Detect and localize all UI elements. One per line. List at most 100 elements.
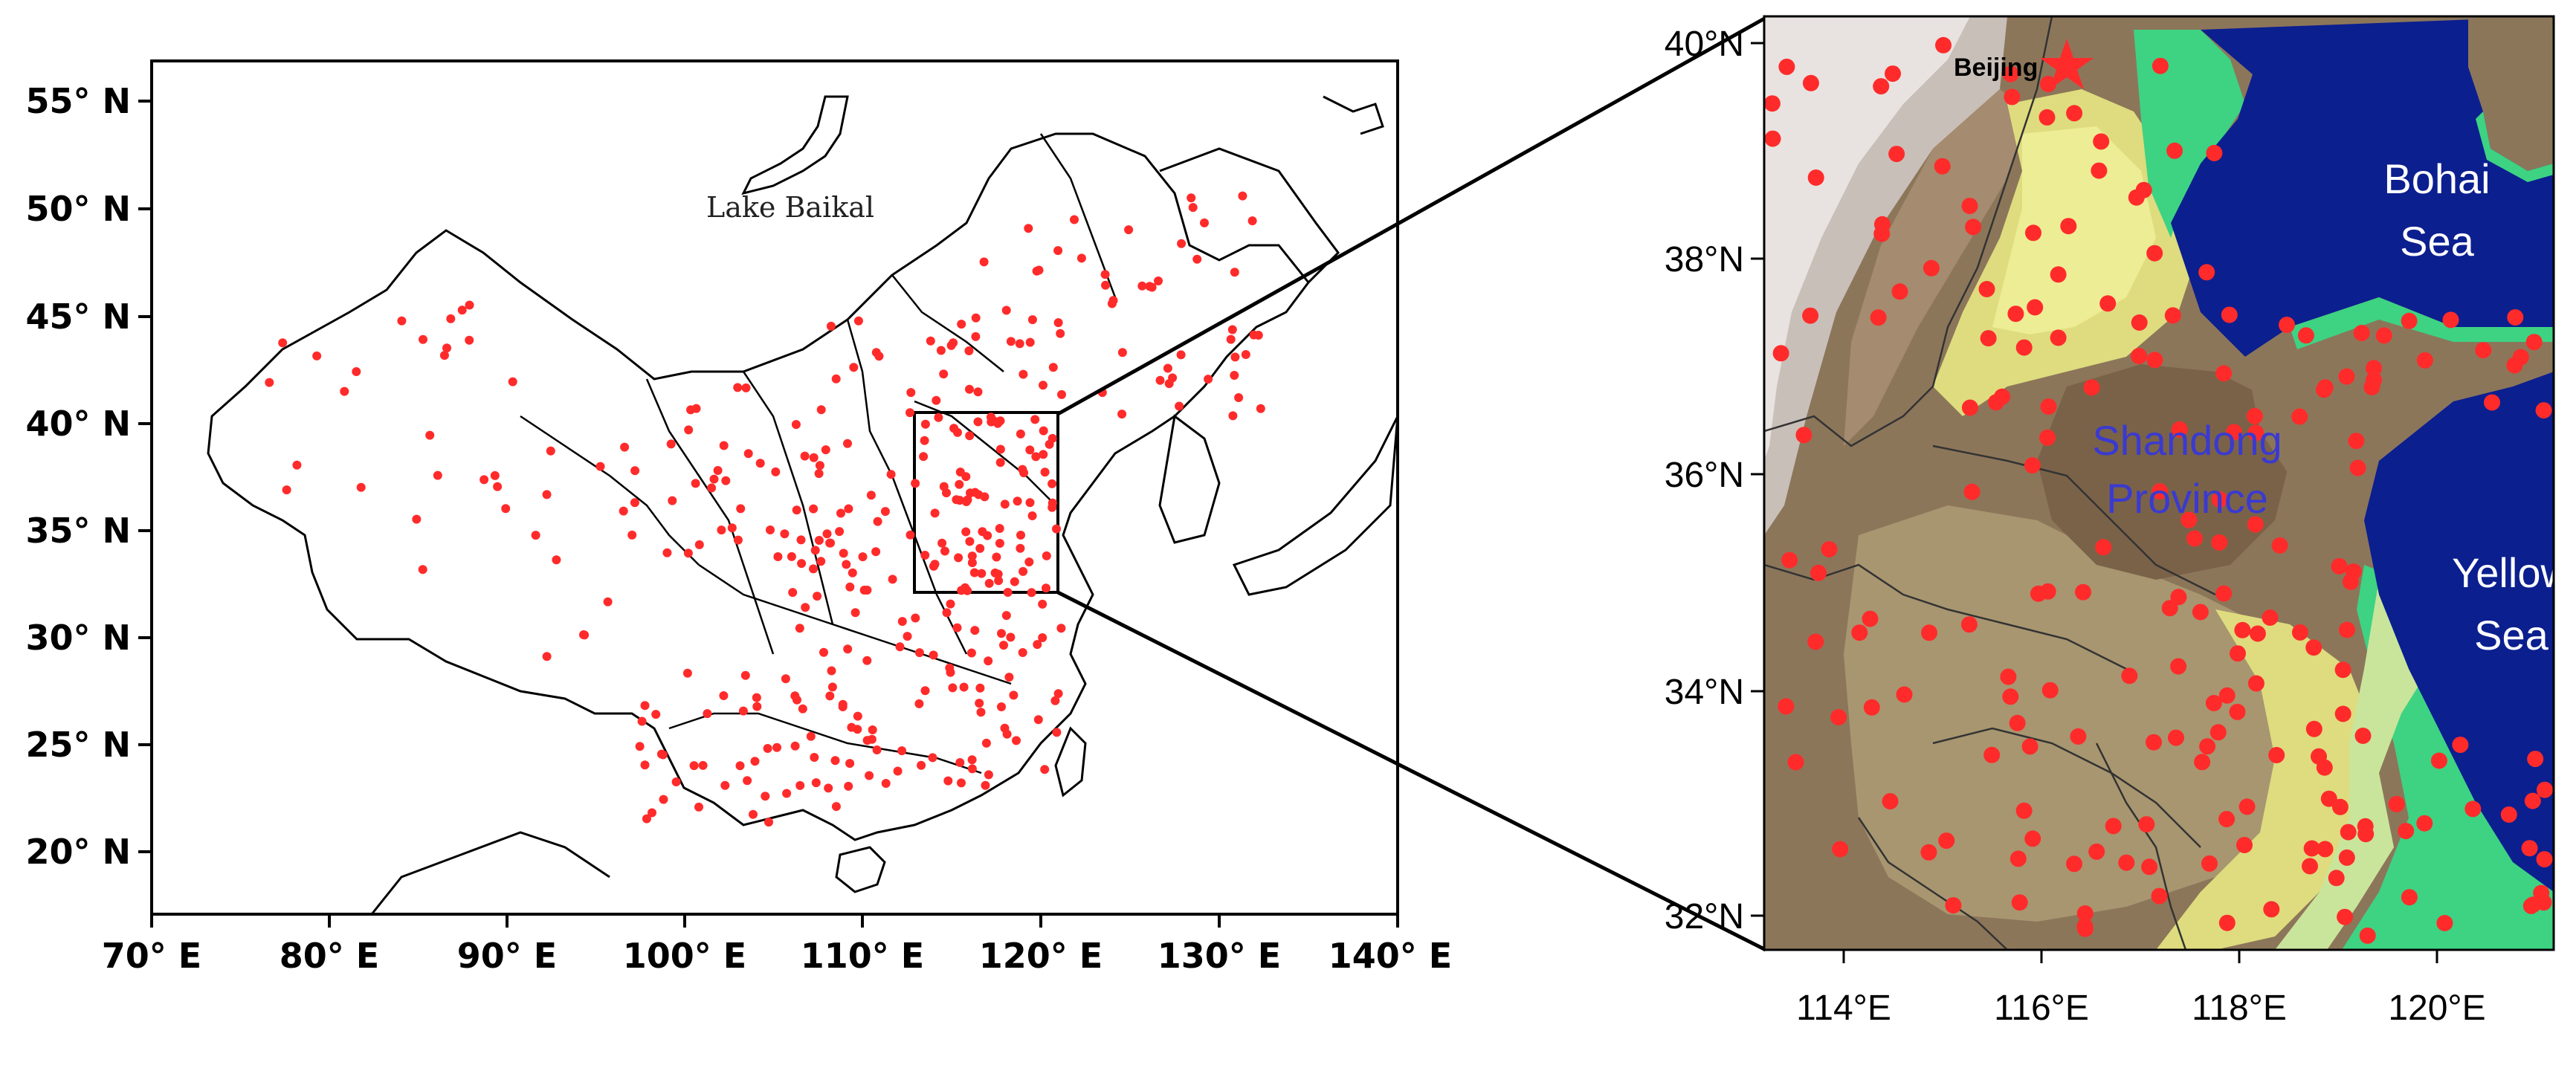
station-marker — [994, 576, 1004, 586]
station-marker — [2015, 802, 2033, 819]
station-marker — [656, 749, 666, 759]
station-marker — [1230, 352, 1240, 362]
station-marker — [795, 624, 804, 633]
station-marker — [603, 597, 613, 606]
neighbor-outline-russia — [1159, 147, 1340, 284]
liaodong-coast — [2468, 16, 2554, 171]
station-marker — [1154, 276, 1163, 285]
station-marker — [1961, 399, 1978, 416]
station-marker — [793, 695, 801, 705]
station-marker — [845, 759, 855, 769]
left-x-tick-120: 120° E — [979, 936, 1103, 976]
station-marker — [853, 316, 863, 326]
station-marker — [871, 547, 881, 557]
station-marker — [809, 504, 819, 514]
left-y-tick-30: 30° N — [25, 618, 131, 658]
station-marker — [2398, 823, 2415, 840]
station-marker — [843, 439, 852, 448]
station-marker — [1025, 498, 1035, 508]
station-marker — [929, 650, 938, 660]
station-marker — [312, 351, 322, 360]
station-marker — [1024, 224, 1033, 233]
station-marker — [2537, 781, 2553, 798]
station-marker — [709, 474, 719, 484]
station-marker — [939, 482, 949, 491]
station-marker — [1027, 315, 1037, 325]
station-marker — [265, 378, 274, 387]
station-marker — [2334, 661, 2351, 679]
station-marker — [2339, 621, 2355, 638]
station-marker — [1039, 426, 1048, 436]
station-marker — [2093, 133, 2110, 150]
station-marker — [836, 508, 845, 518]
station-marker — [981, 738, 991, 748]
station-marker — [1033, 715, 1043, 725]
lake-baikal-outline — [741, 95, 849, 195]
station-marker — [2230, 645, 2246, 662]
station-marker — [1807, 169, 1824, 186]
station-marker — [946, 599, 955, 609]
station-marker — [1177, 239, 1187, 248]
station-marker — [1896, 686, 1913, 703]
station-marker — [1795, 427, 1812, 444]
neighbor-outline-korea — [1158, 414, 1221, 544]
station-marker — [2070, 728, 2087, 745]
station-marker — [1781, 551, 1798, 569]
station-marker — [2507, 309, 2524, 326]
station-marker — [1238, 191, 1247, 201]
station-marker — [930, 508, 940, 518]
station-marker — [2279, 317, 2295, 334]
station-marker — [2262, 609, 2279, 626]
station-marker — [844, 504, 853, 514]
station-marker — [2535, 402, 2552, 419]
station-marker — [1039, 381, 1047, 390]
station-marker — [911, 479, 920, 488]
station-marker — [2464, 800, 2482, 818]
station-marker — [2536, 851, 2553, 868]
station-marker — [508, 377, 517, 386]
station-marker — [966, 648, 976, 658]
station-marker — [418, 565, 427, 575]
station-marker — [659, 795, 668, 804]
station-marker — [1965, 219, 1982, 236]
station-marker — [886, 470, 896, 479]
station-marker — [2226, 424, 2242, 441]
station-marker — [743, 449, 753, 459]
station-marker — [813, 592, 822, 601]
station-marker — [2135, 181, 2152, 198]
station-marker — [1168, 373, 1178, 383]
station-marker — [920, 436, 929, 445]
station-marker — [920, 419, 930, 429]
station-marker — [811, 778, 821, 788]
station-marker — [1016, 429, 1025, 439]
station-marker — [2194, 754, 2211, 771]
station-marker — [2305, 639, 2322, 656]
station-marker — [2340, 824, 2357, 841]
station-marker — [2088, 843, 2105, 860]
station-marker — [727, 523, 737, 533]
station-marker — [1253, 331, 1263, 340]
station-marker — [2030, 585, 2047, 602]
left-y-tick-35: 35° N — [25, 511, 131, 551]
station-marker — [880, 507, 890, 517]
station-marker — [995, 458, 1005, 467]
station-marker — [2060, 218, 2077, 235]
station-marker — [787, 551, 796, 561]
left-x-tick-140: 140° E — [1329, 936, 1452, 976]
station-marker — [2388, 795, 2405, 812]
station-marker — [937, 538, 947, 548]
station-marker — [1027, 511, 1037, 520]
station-marker — [821, 445, 830, 455]
station-marker — [750, 757, 760, 766]
station-marker — [2121, 667, 2138, 685]
station-marker — [2353, 325, 2370, 341]
station-marker — [782, 789, 792, 798]
left-x-tick-90: 90° E — [457, 936, 557, 976]
station-marker — [1175, 401, 1184, 411]
station-marker — [2039, 429, 2056, 446]
right-x-ticks — [1842, 950, 2438, 963]
station-marker — [772, 742, 781, 752]
station-marker — [2211, 491, 2228, 508]
station-marker — [2206, 144, 2223, 161]
station-marker — [1070, 215, 1079, 224]
